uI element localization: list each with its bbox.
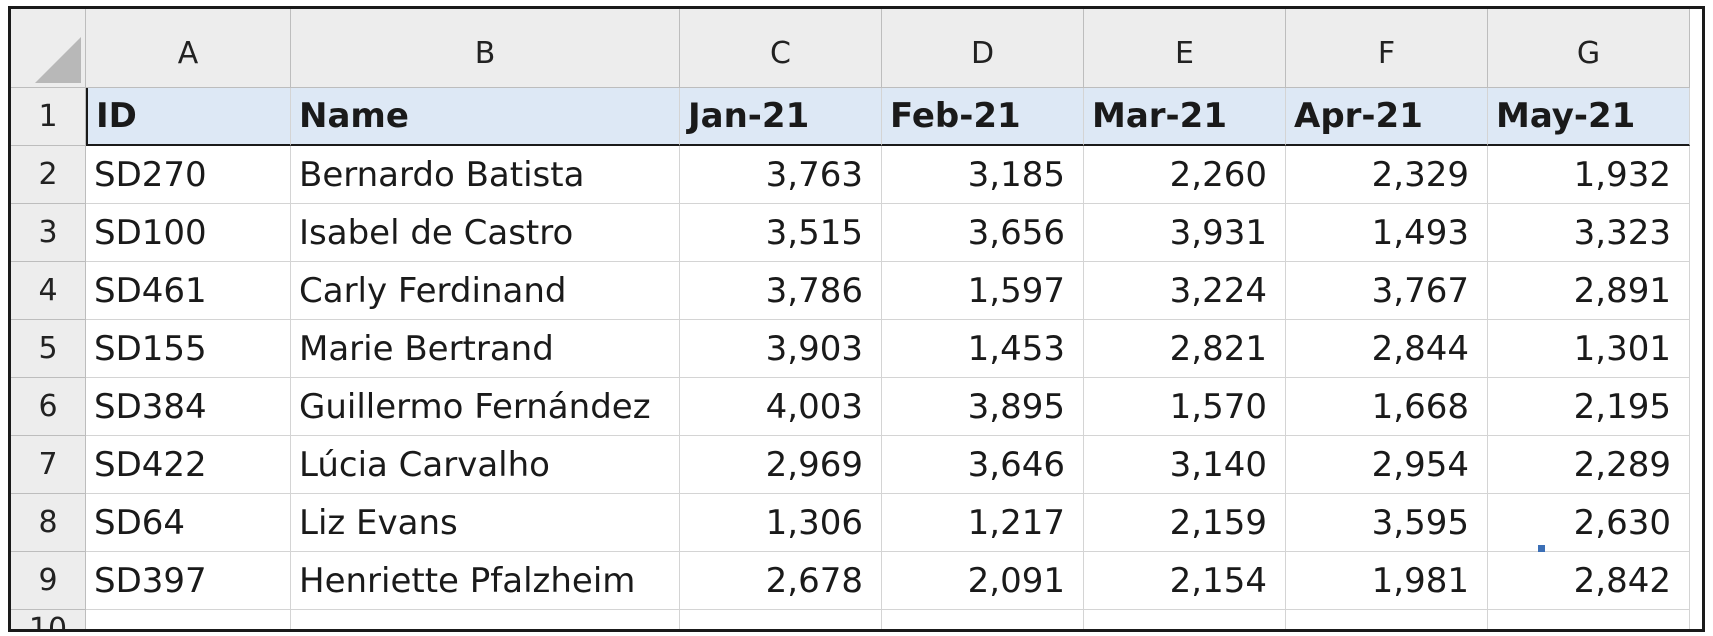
cell-id[interactable]: SD270 — [86, 146, 291, 204]
cell-value[interactable]: 3,656 — [882, 204, 1084, 262]
cell-name[interactable]: Guillermo Fernández — [291, 378, 680, 436]
cell-value[interactable]: 2,678 — [680, 552, 882, 610]
row-header[interactable]: 10 — [11, 610, 86, 629]
cell-value[interactable]: 1,668 — [1286, 378, 1488, 436]
cell-empty[interactable] — [1084, 610, 1286, 629]
row-header[interactable]: 7 — [11, 436, 86, 494]
header-cell-b[interactable]: Name — [291, 88, 680, 146]
cell-id[interactable]: SD100 — [86, 204, 291, 262]
cell-value[interactable]: 2,091 — [882, 552, 1084, 610]
row-header[interactable]: 6 — [11, 378, 86, 436]
column-header-b[interactable]: B — [291, 9, 680, 88]
cell-id[interactable]: SD461 — [86, 262, 291, 320]
cell-value[interactable]: 2,842 — [1488, 552, 1690, 610]
header-cell-d[interactable]: Feb-21 — [882, 88, 1084, 146]
cell-value[interactable]: 2,159 — [1084, 494, 1286, 552]
cell-value[interactable]: 3,224 — [1084, 262, 1286, 320]
row-header[interactable]: 1 — [11, 88, 86, 146]
column-header-d[interactable]: D — [882, 9, 1084, 88]
cell-value[interactable]: 3,646 — [882, 436, 1084, 494]
cell-value[interactable]: 3,185 — [882, 146, 1084, 204]
row-header[interactable]: 8 — [11, 494, 86, 552]
cell-value[interactable]: 2,821 — [1084, 320, 1286, 378]
cell-empty[interactable] — [291, 610, 680, 629]
cell-value[interactable]: 1,453 — [882, 320, 1084, 378]
column-header-a[interactable]: A — [86, 9, 291, 88]
cell-value[interactable]: 2,260 — [1084, 146, 1286, 204]
cell-value[interactable]: 2,954 — [1286, 436, 1488, 494]
cell-empty[interactable] — [680, 610, 882, 629]
cell-name[interactable]: Henriette Pfalzheim — [291, 552, 680, 610]
cell-value[interactable]: 1,301 — [1488, 320, 1690, 378]
fill-handle[interactable] — [1538, 545, 1545, 552]
row-header[interactable]: 2 — [11, 146, 86, 204]
column-header-f[interactable]: F — [1286, 9, 1488, 88]
cell-value[interactable]: 2,195 — [1488, 378, 1690, 436]
header-cell-f[interactable]: Apr-21 — [1286, 88, 1488, 146]
cell-value[interactable]: 3,515 — [680, 204, 882, 262]
cell-value[interactable]: 3,895 — [882, 378, 1084, 436]
cell-value[interactable]: 3,767 — [1286, 262, 1488, 320]
cell-name[interactable]: Marie Bertrand — [291, 320, 680, 378]
row-header[interactable]: 5 — [11, 320, 86, 378]
cell-value[interactable]: 2,329 — [1286, 146, 1488, 204]
cell-empty[interactable] — [86, 610, 291, 629]
header-cell-e[interactable]: Mar-21 — [1084, 88, 1286, 146]
cell-value[interactable]: 1,306 — [680, 494, 882, 552]
cell-id[interactable]: SD422 — [86, 436, 291, 494]
cell-empty[interactable] — [1286, 610, 1488, 629]
cell-id[interactable]: SD397 — [86, 552, 291, 610]
select-all-corner[interactable] — [11, 9, 86, 88]
select-all-triangle-icon — [35, 37, 81, 83]
cell-value[interactable]: 2,844 — [1286, 320, 1488, 378]
cell-value[interactable]: 1,932 — [1488, 146, 1690, 204]
cell-value[interactable]: 2,891 — [1488, 262, 1690, 320]
cell-name[interactable]: Liz Evans — [291, 494, 680, 552]
header-cell-a[interactable]: ID — [86, 88, 291, 146]
cell-value[interactable]: 2,154 — [1084, 552, 1286, 610]
cell-value[interactable]: 4,003 — [680, 378, 882, 436]
cell-value[interactable]: 3,595 — [1286, 494, 1488, 552]
spreadsheet-grid: A B C D E F G 1 ID Name Jan-21 Feb-21 Mar-21 Apr-21 Ma… — [11, 9, 1690, 629]
column-header-e[interactable]: E — [1084, 9, 1286, 88]
cell-id[interactable]: SD384 — [86, 378, 291, 436]
column-header-c[interactable]: C — [680, 9, 882, 88]
cell-value[interactable]: 3,140 — [1084, 436, 1286, 494]
cell-value[interactable]: 2,969 — [680, 436, 882, 494]
cell-name[interactable]: Isabel de Castro — [291, 204, 680, 262]
cell-empty[interactable] — [1488, 610, 1690, 629]
header-cell-c[interactable]: Jan-21 — [680, 88, 882, 146]
cell-value[interactable]: 2,289 — [1488, 436, 1690, 494]
cell-value[interactable]: 3,763 — [680, 146, 882, 204]
spreadsheet-frame: A B C D E F G 1 ID Name Jan-21 Feb-21 Mar-21 Apr-21 Ma… — [8, 6, 1705, 632]
column-header-g[interactable]: G — [1488, 9, 1690, 88]
cell-value[interactable]: 2,630 — [1488, 494, 1690, 552]
cell-id[interactable]: SD155 — [86, 320, 291, 378]
cell-value[interactable]: 3,786 — [680, 262, 882, 320]
cell-name[interactable]: Lúcia Carvalho — [291, 436, 680, 494]
row-header[interactable]: 4 — [11, 262, 86, 320]
cell-value[interactable]: 1,597 — [882, 262, 1084, 320]
row-header[interactable]: 3 — [11, 204, 86, 262]
cell-value[interactable]: 1,981 — [1286, 552, 1488, 610]
cell-value[interactable]: 1,570 — [1084, 378, 1286, 436]
cell-value[interactable]: 3,323 — [1488, 204, 1690, 262]
cell-id[interactable]: SD64 — [86, 494, 291, 552]
cell-value[interactable]: 3,903 — [680, 320, 882, 378]
cell-empty[interactable] — [882, 610, 1084, 629]
row-header[interactable]: 9 — [11, 552, 86, 610]
cell-value[interactable]: 3,931 — [1084, 204, 1286, 262]
cell-name[interactable]: Bernardo Batista — [291, 146, 680, 204]
cell-value[interactable]: 1,493 — [1286, 204, 1488, 262]
cell-value[interactable]: 1,217 — [882, 494, 1084, 552]
header-cell-g[interactable]: May-21 — [1488, 88, 1690, 146]
cell-name[interactable]: Carly Ferdinand — [291, 262, 680, 320]
